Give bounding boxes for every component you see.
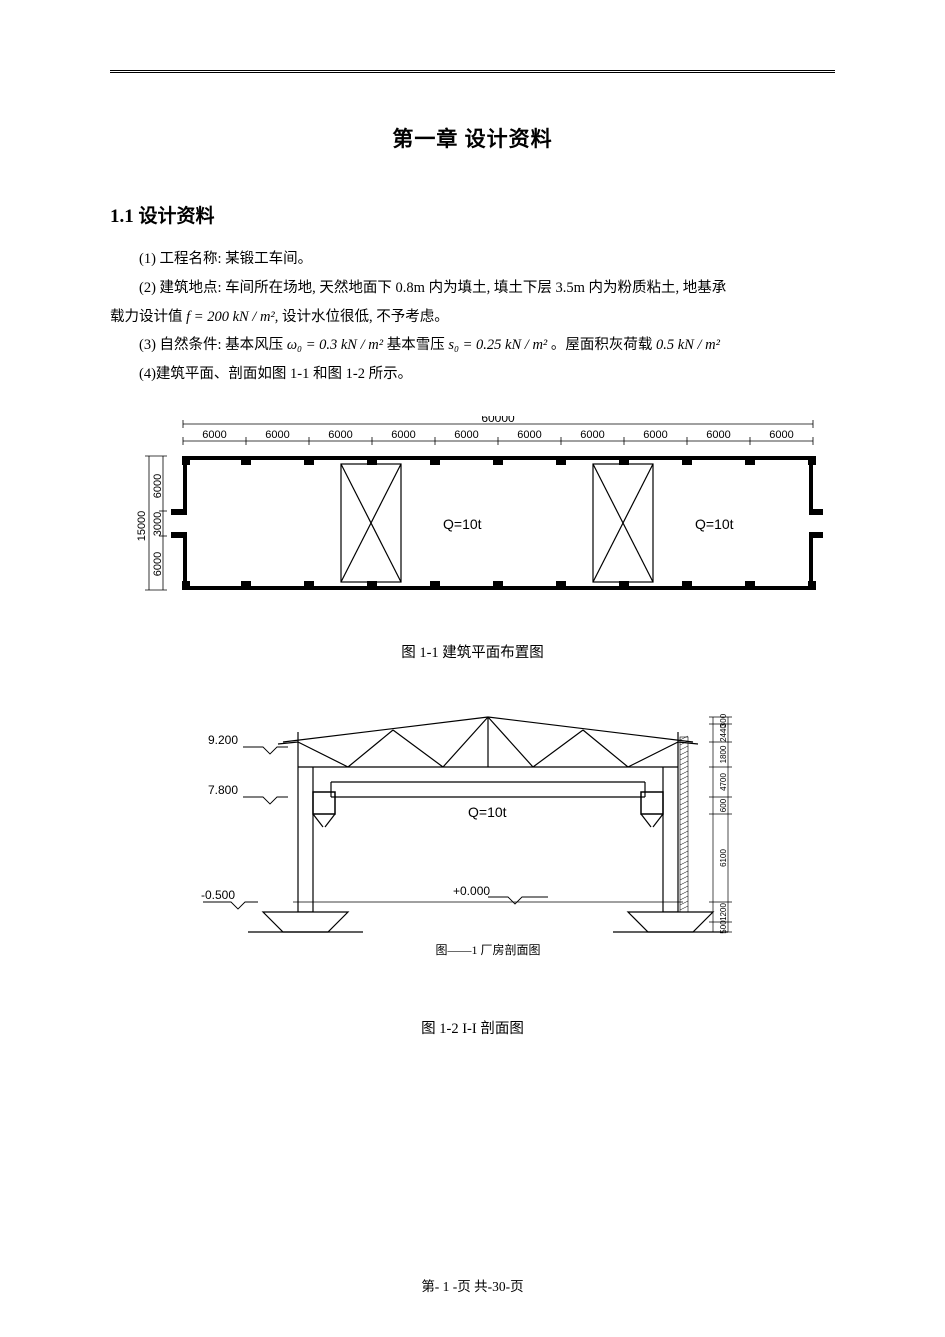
svg-text:6000: 6000 <box>706 429 730 441</box>
para-3-prefix: (3) 自然条件: 基本风压 <box>139 337 287 353</box>
svg-text:6100: 6100 <box>719 849 728 867</box>
para-2-line1: (2) 建筑地点: 车间所在场地, 天然地面下 0.8m 内为填土, 填土下层 … <box>110 275 835 302</box>
svg-text:4700: 4700 <box>719 773 728 791</box>
figure-1-2-caption: 图 1-2 I-I 剖面图 <box>110 1017 835 1038</box>
figure-1-2: 9.200 7.800 -0.500 +0.000 Q=10t 50012006… <box>110 702 835 962</box>
para-3-suffix: 。屋面积灰荷载 <box>547 337 652 353</box>
para-4: (4)建筑平面、剖面如图 1-1 和图 1-2 所示。 <box>110 361 835 388</box>
plan-svg: 60000 6000 6000 6000 6000 6000 6000 6000 6000 60… <box>123 416 823 616</box>
elev-ground-label: +0.000 <box>453 884 490 898</box>
para-2-line2-prefix: 载力设计值 <box>110 309 183 325</box>
section-subcaption: 图——1 厂房剖面图 <box>435 942 540 957</box>
section-svg: 9.200 7.800 -0.500 +0.000 Q=10t 50012006… <box>153 702 793 962</box>
dust-formula: 0.5 kN / m² <box>652 337 720 353</box>
svg-text:6000: 6000 <box>517 429 541 441</box>
svg-text:6000: 6000 <box>202 429 226 441</box>
svg-text:6000: 6000 <box>454 429 478 441</box>
plan-crane-label-2: Q=10t <box>695 516 734 532</box>
para-2-line2: 载力设计值 f = 200 kN / m², 设计水位很低, 不予考虑。 <box>110 304 835 331</box>
plan-total-width: 60000 <box>481 416 515 425</box>
figure-1-1: 60000 6000 6000 6000 6000 6000 6000 6000 6000 60… <box>110 416 835 616</box>
svg-text:300: 300 <box>719 713 728 727</box>
plan-crane-label-1: Q=10t <box>443 516 482 532</box>
plan-h-3: 6000 <box>152 552 164 576</box>
svg-text:6000: 6000 <box>328 429 352 441</box>
para-1: (1) 工程名称: 某锻工车间。 <box>110 246 835 273</box>
top-double-rule <box>110 70 835 73</box>
plan-h-2: 3000 <box>152 512 164 536</box>
wind-formula: ω₀ = 0.3 kN / m² <box>287 337 383 353</box>
bearing-formula: f = 200 kN / m² <box>183 309 275 325</box>
snow-formula: s₀ = 0.25 kN / m² <box>448 337 547 353</box>
svg-text:1200: 1200 <box>719 903 728 921</box>
page-footer: 第- 1 -页 共-30-页 <box>0 1275 945 1295</box>
plan-h-1: 6000 <box>152 474 164 498</box>
svg-text:6000: 6000 <box>391 429 415 441</box>
para-3: (3) 自然条件: 基本风压 ω₀ = 0.3 kN / m² 基本雪压 s₀ … <box>110 332 835 359</box>
para-2-line2-suffix: , 设计水位很低, 不予考虑。 <box>275 309 449 325</box>
para-3-mid: 基本雪压 <box>383 337 448 353</box>
section-crane-label: Q=10t <box>468 804 507 820</box>
svg-text:6000: 6000 <box>769 429 793 441</box>
elev-top-label: 9.200 <box>208 733 238 747</box>
svg-text:6000: 6000 <box>643 429 667 441</box>
chapter-title: 第一章 设计资料 <box>110 123 835 153</box>
svg-text:6000: 6000 <box>580 429 604 441</box>
section-title: 1.1 设计资料 <box>110 201 835 228</box>
elev-rail-label: 7.800 <box>208 783 238 797</box>
figure-1-1-caption: 图 1-1 建筑平面布置图 <box>110 641 835 662</box>
plan-height-total: 15000 <box>136 511 148 542</box>
svg-text:1800: 1800 <box>719 745 728 763</box>
elev-base-label: -0.500 <box>201 888 235 902</box>
svg-text:6000: 6000 <box>265 429 289 441</box>
svg-text:600: 600 <box>719 798 728 812</box>
